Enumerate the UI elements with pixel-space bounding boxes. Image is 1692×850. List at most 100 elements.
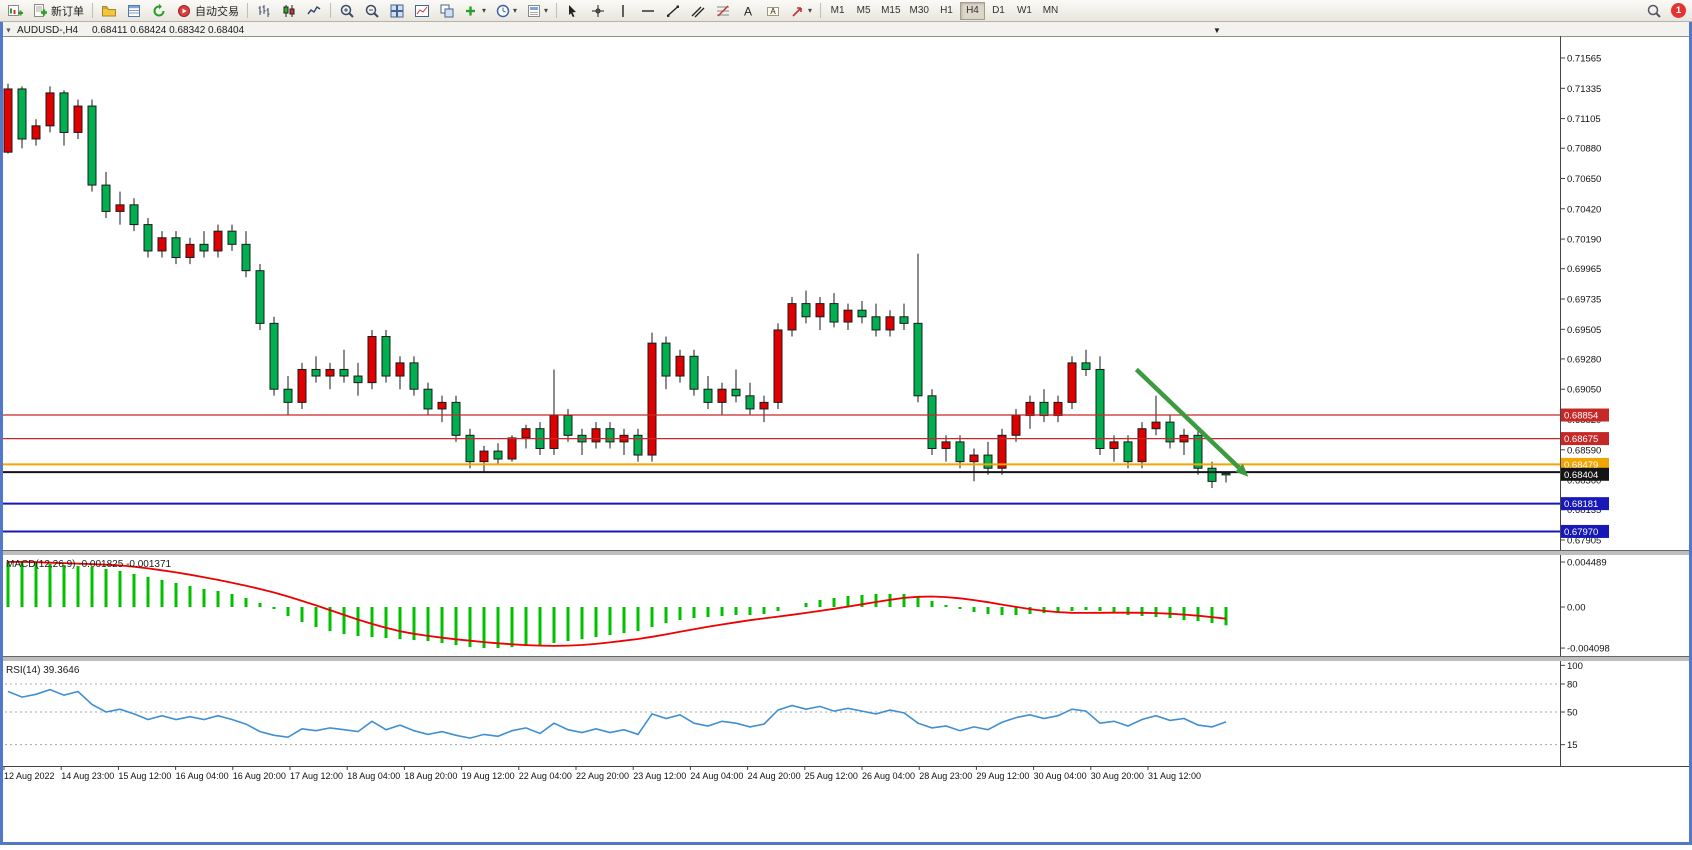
- price-level-badge: [1561, 432, 1609, 446]
- candle: [353, 375, 363, 384]
- candle: [283, 388, 293, 403]
- candle: [689, 355, 699, 390]
- time-axis-label: 22 Aug 20:00: [576, 771, 629, 781]
- notification-badge[interactable]: 1: [1671, 3, 1686, 18]
- cascade-windows-button[interactable]: [435, 1, 459, 21]
- svg-text:A: A: [770, 7, 776, 16]
- time-axis-label: 31 Aug 12:00: [1148, 771, 1201, 781]
- candle: [941, 441, 951, 449]
- arrow-objects-icon: [792, 6, 802, 17]
- time-axis[interactable]: [0, 767, 1692, 785]
- indicator-window-button[interactable]: [410, 1, 434, 21]
- candle: [73, 105, 83, 133]
- timeframe-m15-button[interactable]: M15: [877, 2, 904, 20]
- candle: [423, 388, 433, 410]
- time-axis-label: 23 Aug 12:00: [633, 771, 686, 781]
- autotrading-button[interactable]: 自动交易: [172, 1, 243, 21]
- time-axis-label: 30 Aug 04:00: [1034, 771, 1087, 781]
- time-axis-label: 24 Aug 20:00: [748, 771, 801, 781]
- timeframe-h1-button[interactable]: H1: [934, 2, 959, 20]
- price-axis-label: 0.68590: [1567, 445, 1601, 456]
- candle: [633, 434, 643, 456]
- tile-windows-button[interactable]: [385, 1, 409, 21]
- crosshair-icon: [592, 4, 605, 17]
- scroll-position-marker-icon[interactable]: ▼: [1213, 26, 1221, 35]
- timeframe-m30-button[interactable]: M30: [906, 2, 933, 20]
- rsi-axis-label: 15: [1567, 740, 1578, 751]
- new-order-button[interactable]: 新订单: [28, 1, 88, 21]
- caption-collapse-icon[interactable]: ▼: [5, 28, 12, 35]
- timeframe-h4-button[interactable]: H4: [959, 1, 985, 20]
- price-axis[interactable]: [1561, 37, 1692, 766]
- trend-arrow-annotation[interactable]: [1134, 367, 1241, 470]
- candle: [969, 454, 979, 463]
- candle: [451, 401, 461, 436]
- macd-axis-label: 0.004489: [1567, 558, 1607, 569]
- templates-button[interactable]: ▾: [522, 1, 552, 21]
- chart-symbol-caption: AUDUSD-,H4: [17, 25, 79, 36]
- vertical-line-tool-button[interactable]: [611, 1, 635, 21]
- crosshair-tool-button[interactable]: [586, 1, 610, 21]
- text-label-tool-button[interactable]: A: [761, 1, 785, 21]
- timeframe-mn-button[interactable]: MN: [1038, 2, 1063, 20]
- price-axis-label: 0.68135: [1567, 505, 1601, 516]
- candle: [171, 237, 181, 259]
- candle: [213, 230, 223, 252]
- price-level-badge-label: 0.68854: [1564, 411, 1598, 422]
- price-axis-label: 0.69505: [1567, 325, 1601, 336]
- bar-chart-button[interactable]: [252, 1, 276, 21]
- tile-windows-icon: [390, 4, 404, 17]
- toolbar-separator: [820, 3, 822, 18]
- candle: [255, 270, 265, 324]
- price-axis-label: 0.70880: [1567, 144, 1601, 155]
- trendline-tool-button[interactable]: [661, 1, 685, 21]
- candle: [1123, 441, 1133, 463]
- candle: [1067, 362, 1077, 403]
- candle: [759, 401, 769, 410]
- zoom-in-button[interactable]: [335, 1, 359, 21]
- add-indicator-button[interactable]: ▾: [460, 1, 490, 21]
- cursor-tool-button[interactable]: [561, 1, 585, 21]
- arrows-tool-button[interactable]: ▾: [786, 1, 816, 21]
- candle: [1025, 401, 1035, 417]
- refresh-button[interactable]: [147, 1, 171, 21]
- timeframe-d1-button[interactable]: D1: [986, 2, 1011, 20]
- market-watch-button[interactable]: [122, 1, 146, 21]
- candle: [703, 388, 713, 403]
- chart-canvas[interactable]: 0.71565 0.71335 0.71105 0.70880 0.70650 0.704…: [0, 22, 1692, 845]
- candle: [339, 368, 349, 377]
- candle: [157, 237, 167, 252]
- candle: [59, 92, 69, 133]
- candle: [605, 428, 615, 443]
- text-tool-button[interactable]: A: [736, 1, 760, 21]
- trend-arrow-head[interactable]: [1235, 463, 1249, 477]
- timeframe-m1-button[interactable]: M1: [825, 2, 850, 20]
- price-level-badge-label: 0.68404: [1564, 470, 1598, 481]
- panel-splitter[interactable]: [0, 551, 1692, 555]
- timeframe-m5-button[interactable]: M5: [851, 2, 876, 20]
- text-icon: A: [744, 4, 752, 18]
- price-axis-label: 0.71335: [1567, 84, 1601, 95]
- periods-button[interactable]: ▾: [491, 1, 521, 21]
- horizontal-line-tool-button[interactable]: [636, 1, 660, 21]
- new-chart-button[interactable]: [3, 1, 27, 21]
- candle: [717, 388, 727, 403]
- timeframe-w1-button[interactable]: W1: [1012, 2, 1037, 20]
- search-button[interactable]: [1642, 1, 1666, 21]
- channel-tool-button[interactable]: [686, 1, 710, 21]
- candle: [815, 303, 825, 318]
- zoom-out-button[interactable]: [360, 1, 384, 21]
- line-chart-button[interactable]: [302, 1, 326, 21]
- candle: [647, 342, 657, 456]
- profiles-button[interactable]: [97, 1, 121, 21]
- panel-splitter[interactable]: [0, 657, 1692, 661]
- candlestick-chart-button[interactable]: [277, 1, 301, 21]
- price-level-badge-label: 0.68479: [1564, 460, 1598, 471]
- candle: [297, 368, 307, 403]
- fibonacci-tool-button[interactable]: [711, 1, 735, 21]
- zoom-in-icon: [340, 4, 354, 18]
- price-axis-label: 0.67905: [1567, 536, 1601, 547]
- candle: [101, 184, 111, 212]
- candle: [311, 368, 321, 377]
- candle: [129, 204, 139, 226]
